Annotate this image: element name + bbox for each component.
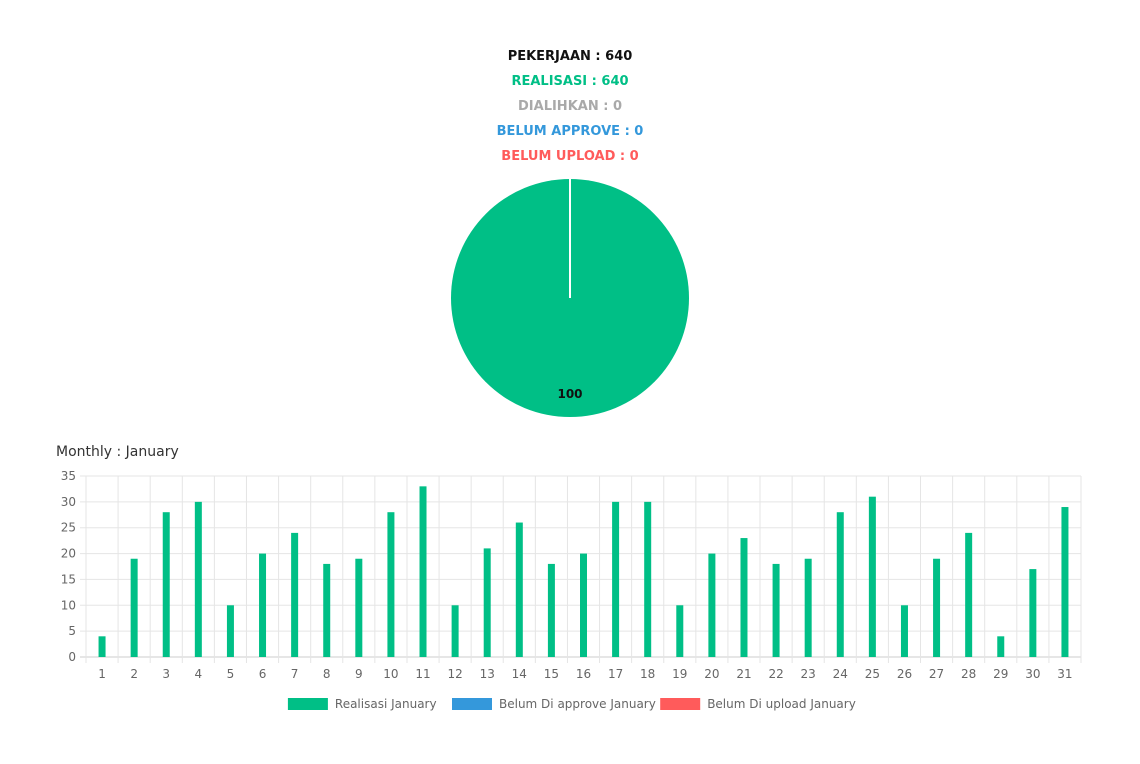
bar[interactable] [259, 553, 267, 657]
y-tick-label: 35 [61, 469, 76, 483]
bar[interactable] [162, 512, 170, 657]
pekerjaan-stat: PEKERJAAN : 640 [507, 49, 633, 64]
legend-swatch[interactable] [660, 698, 701, 710]
x-tick-label: 4 [195, 667, 203, 681]
bar[interactable] [1061, 507, 1069, 657]
bar[interactable] [1029, 569, 1037, 657]
x-tick-label: 14 [512, 667, 527, 681]
y-tick-label: 5 [68, 624, 76, 638]
belum-approve-stat: BELUM APPROVE : 0 [496, 124, 644, 139]
x-tick-label: 17 [608, 667, 623, 681]
x-tick-label: 7 [291, 667, 299, 681]
bar[interactable] [194, 501, 202, 657]
legend-swatch[interactable] [287, 698, 328, 710]
x-tick-label: 20 [704, 667, 719, 681]
x-tick-label: 24 [833, 667, 848, 681]
x-tick-label: 3 [162, 667, 170, 681]
x-tick-label: 10 [383, 667, 398, 681]
x-tick-label: 27 [929, 667, 944, 681]
belum-upload-stat: BELUM UPLOAD : 0 [501, 149, 639, 164]
bar[interactable] [98, 636, 106, 657]
bar[interactable] [868, 496, 876, 657]
legend-label[interactable]: Realisasi January [335, 697, 437, 711]
bar[interactable] [291, 532, 299, 657]
x-tick-label: 25 [865, 667, 880, 681]
x-tick-label: 1 [98, 667, 106, 681]
bar[interactable] [515, 522, 523, 657]
y-tick-label: 30 [61, 495, 76, 509]
bar[interactable] [130, 558, 138, 657]
monthly-title: Monthly : January [56, 444, 179, 460]
pie-slice-label: 100 [557, 387, 582, 401]
x-tick-label: 29 [993, 667, 1008, 681]
x-tick-label: 22 [768, 667, 783, 681]
bar[interactable] [355, 558, 363, 657]
x-tick-label: 8 [323, 667, 331, 681]
x-tick-label: 19 [672, 667, 687, 681]
bar[interactable] [804, 558, 812, 657]
y-tick-label: 25 [61, 521, 76, 535]
x-tick-label: 12 [447, 667, 462, 681]
bar[interactable] [997, 636, 1005, 657]
y-tick-label: 10 [61, 598, 76, 612]
y-tick-label: 15 [61, 572, 76, 586]
bar[interactable] [547, 563, 555, 657]
x-tick-label: 30 [1025, 667, 1040, 681]
x-tick-label: 15 [544, 667, 559, 681]
realisasi-stat: REALISASI : 640 [511, 74, 629, 89]
bar[interactable] [226, 605, 234, 657]
bar[interactable] [933, 558, 941, 657]
y-tick-label: 20 [61, 547, 76, 561]
legend-label[interactable]: Belum Di upload January [707, 697, 856, 711]
x-tick-label: 28 [961, 667, 976, 681]
x-tick-label: 31 [1057, 667, 1072, 681]
x-tick-label: 11 [415, 667, 430, 681]
x-tick-label: 23 [801, 667, 816, 681]
bar[interactable] [836, 512, 844, 657]
x-tick-label: 9 [355, 667, 363, 681]
x-tick-label: 13 [480, 667, 495, 681]
x-tick-label: 26 [897, 667, 912, 681]
x-tick-label: 18 [640, 667, 655, 681]
x-tick-label: 5 [227, 667, 235, 681]
x-tick-label: 2 [130, 667, 138, 681]
x-tick-label: 16 [576, 667, 591, 681]
bar[interactable] [772, 563, 780, 657]
summary-stats: PEKERJAAN : 640 REALISASI : 640 DIALIHKA… [0, 44, 1140, 169]
bar[interactable] [451, 605, 459, 657]
bar[interactable] [580, 553, 587, 657]
bar[interactable] [676, 605, 684, 657]
legend-label[interactable]: Belum Di approve January [499, 697, 656, 711]
y-tick-label: 0 [68, 650, 76, 664]
bar[interactable] [387, 512, 395, 657]
bar[interactable] [612, 501, 620, 657]
dialihkan-stat: DIALIHKAN : 0 [518, 99, 622, 114]
bar[interactable] [483, 548, 491, 657]
bar[interactable] [419, 486, 427, 657]
pie-chart[interactable]: 100 [446, 174, 694, 422]
legend-swatch[interactable] [452, 698, 492, 710]
x-tick-label: 21 [736, 667, 751, 681]
bar[interactable] [323, 563, 331, 657]
bar[interactable] [900, 605, 908, 657]
bar[interactable] [965, 532, 973, 657]
x-tick-label: 6 [259, 667, 267, 681]
bar[interactable] [644, 501, 652, 657]
bar[interactable] [708, 553, 716, 657]
bar[interactable] [740, 538, 748, 657]
